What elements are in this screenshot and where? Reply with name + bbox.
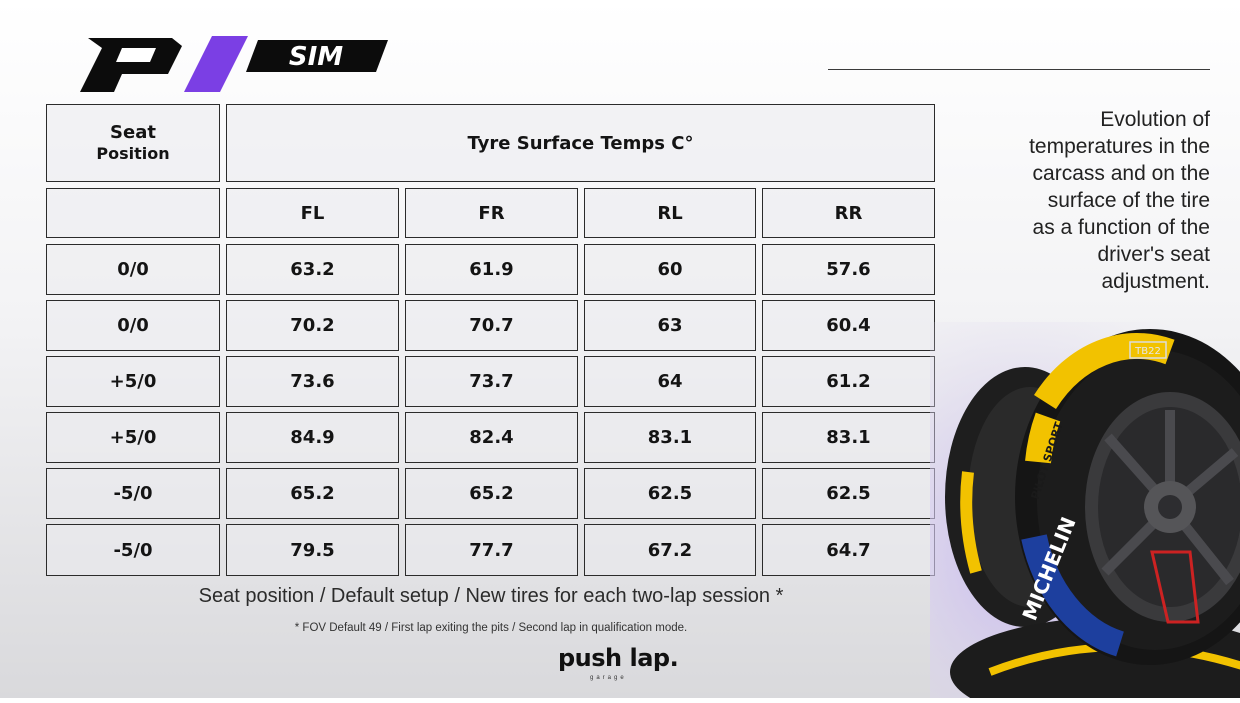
- column-header-fl: FL: [226, 188, 399, 238]
- description-text: Evolution of temperatures in the carcass…: [955, 106, 1210, 295]
- seat-cell: +5/0: [46, 356, 220, 407]
- temp-cell-rr: 60.4: [762, 300, 935, 351]
- temp-cell-fr: 77.7: [405, 524, 578, 576]
- temp-cell-rl: 67.2: [584, 524, 756, 576]
- logo-graphic: SIM: [80, 36, 388, 92]
- brand-subtitle: garage: [590, 675, 627, 681]
- tyre-graphic: MICHELIN PILOT SPORT TB22: [930, 322, 1240, 703]
- empty-header-cell: [46, 188, 220, 238]
- seat-header-line2: Position: [96, 144, 170, 164]
- logo-accent-bar: [184, 36, 248, 92]
- temp-cell-rr: 83.1: [762, 412, 935, 463]
- table-footnote: * FOV Default 49 / First lap exiting the…: [294, 622, 688, 634]
- column-header-rr: RR: [762, 188, 935, 238]
- description-line: carcass and on the: [1032, 162, 1210, 185]
- tyre-temps-header: Tyre Surface Temps C°: [226, 104, 935, 182]
- seat-cell: +5/0: [46, 412, 220, 463]
- seat-header-line1: Seat: [110, 121, 156, 143]
- temp-cell-rr: 57.6: [762, 244, 935, 295]
- brand-name: push lap: [558, 644, 670, 672]
- logo-wordmark-box: [246, 40, 388, 72]
- seat-cell: 0/0: [46, 244, 220, 295]
- logo-p-shape: [80, 38, 182, 92]
- temp-cell-rl: 83.1: [584, 412, 756, 463]
- michelin-tyre-image: MICHELIN PILOT SPORT TB22: [930, 322, 1240, 703]
- description-line: driver's seat: [1097, 243, 1210, 266]
- description-line: surface of the tire: [1047, 189, 1210, 212]
- temp-cell-fl: 70.2: [226, 300, 399, 351]
- temp-cell-fl: 65.2: [226, 468, 399, 519]
- column-header-fr: FR: [405, 188, 578, 238]
- push-lap-logo: push lap.: [558, 644, 679, 672]
- temp-cell-rr: 62.5: [762, 468, 935, 519]
- temp-cell-fr: 82.4: [405, 412, 578, 463]
- temp-cell-fr: 73.7: [405, 356, 578, 407]
- temp-cell-rl: 60: [584, 244, 756, 295]
- temp-cell-rl: 62.5: [584, 468, 756, 519]
- temp-cell-fl: 73.6: [226, 356, 399, 407]
- seat-position-header: Seat Position: [46, 104, 220, 182]
- temp-cell-rl: 64: [584, 356, 756, 407]
- temp-cell-fr: 61.9: [405, 244, 578, 295]
- temp-cell-rr: 64.7: [762, 524, 935, 576]
- seat-cell: -5/0: [46, 468, 220, 519]
- column-header-rl: RL: [584, 188, 756, 238]
- temp-cell-fr: 70.7: [405, 300, 578, 351]
- description-line: adjustment.: [1101, 270, 1210, 293]
- temp-cell-fr: 65.2: [405, 468, 578, 519]
- temp-cell-rr: 61.2: [762, 356, 935, 407]
- description-line: as a function of the: [1032, 216, 1210, 239]
- table-caption: Seat position / Default setup / New tire…: [198, 585, 784, 607]
- description-line: temperatures in the: [1029, 135, 1210, 158]
- temp-cell-fl: 79.5: [226, 524, 399, 576]
- logo-wordmark: SIM: [289, 42, 343, 72]
- temp-cell-fl: 84.9: [226, 412, 399, 463]
- description-line: Evolution of: [1100, 108, 1210, 131]
- tyre-tag: TB22: [1134, 346, 1161, 357]
- temp-cell-fl: 63.2: [226, 244, 399, 295]
- p1-sim-logo: SIM: [80, 30, 390, 96]
- seat-cell: -5/0: [46, 524, 220, 576]
- temp-cell-rl: 63: [584, 300, 756, 351]
- seat-cell: 0/0: [46, 300, 220, 351]
- header-divider: [828, 69, 1210, 70]
